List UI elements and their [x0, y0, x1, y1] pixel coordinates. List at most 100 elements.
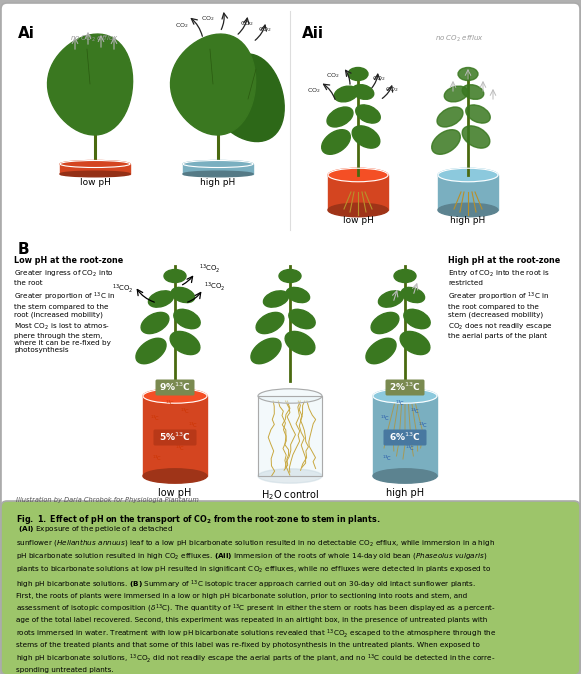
Text: CO$_2$: CO$_2$ — [175, 22, 188, 30]
Ellipse shape — [258, 389, 322, 403]
Ellipse shape — [164, 270, 186, 282]
Ellipse shape — [136, 338, 166, 364]
Ellipse shape — [458, 67, 478, 80]
Bar — [258, 396, 322, 476]
FancyBboxPatch shape — [1, 3, 580, 512]
Text: CO$_2$: CO$_2$ — [257, 26, 271, 34]
Bar — [373, 396, 437, 476]
Text: Most CO$_2$ is lost to atmos-
phere through the stem,
where it can be re-fixed b: Most CO$_2$ is lost to atmos- phere thro… — [14, 322, 111, 353]
Ellipse shape — [334, 86, 358, 102]
Text: high pH: high pH — [450, 216, 486, 225]
Text: 5%$^{13}$C: 5%$^{13}$C — [159, 431, 191, 443]
Ellipse shape — [258, 469, 322, 483]
Ellipse shape — [174, 309, 200, 329]
Text: $^{13}$CO$_2$: $^{13}$CO$_2$ — [204, 280, 226, 293]
Text: $^{13}$CO$_2$: $^{13}$CO$_2$ — [199, 262, 221, 275]
Ellipse shape — [348, 67, 368, 80]
Text: CO$_2$: CO$_2$ — [307, 86, 321, 95]
Ellipse shape — [263, 290, 289, 307]
Text: $^{13}$C: $^{13}$C — [180, 407, 190, 417]
Text: 6%$^{13}$C: 6%$^{13}$C — [389, 431, 421, 443]
Ellipse shape — [256, 312, 284, 334]
Ellipse shape — [183, 160, 253, 168]
Text: B: B — [18, 242, 30, 257]
Bar — [60, 164, 130, 174]
Text: $^{13}$C: $^{13}$C — [380, 414, 390, 423]
Ellipse shape — [328, 168, 388, 182]
FancyBboxPatch shape — [156, 379, 195, 396]
Ellipse shape — [322, 129, 350, 154]
Text: $\bf{Fig.\ 1.\ Effect\ of\ pH\ on\ the\ transport\ of\ CO_2\ from\ the\ root\mat: $\bf{Fig.\ 1.\ Effect\ of\ pH\ on\ the\ … — [16, 513, 381, 526]
Text: CO$_2$ does not readily escape
the aerial parts of the plant: CO$_2$ does not readily escape the aeria… — [448, 322, 553, 339]
Text: $^{13}$C: $^{13}$C — [405, 444, 415, 453]
Ellipse shape — [143, 469, 207, 483]
Ellipse shape — [251, 338, 281, 364]
Text: $^{13}$C: $^{13}$C — [150, 414, 160, 423]
Text: $^{13}$C: $^{13}$C — [382, 454, 392, 463]
Text: $^{13}$C: $^{13}$C — [175, 444, 185, 453]
FancyBboxPatch shape — [153, 429, 196, 446]
Text: Low pH at the root-zone: Low pH at the root-zone — [14, 256, 123, 265]
Ellipse shape — [400, 332, 430, 355]
Ellipse shape — [373, 469, 437, 483]
Ellipse shape — [462, 126, 490, 148]
Text: $^{13}$C: $^{13}$C — [152, 454, 162, 463]
Ellipse shape — [438, 168, 498, 182]
Bar — [258, 396, 322, 476]
Ellipse shape — [286, 287, 310, 303]
FancyBboxPatch shape — [386, 379, 425, 396]
Text: CO$_2$: CO$_2$ — [200, 15, 214, 24]
Text: no CO$_2$ efflux: no CO$_2$ efflux — [435, 34, 484, 44]
Ellipse shape — [143, 389, 207, 403]
Text: Entry of CO$_2$ into the root is
restricted: Entry of CO$_2$ into the root is restric… — [448, 269, 550, 286]
Text: $\bf{(Ai)}$ Exposure of the petiole of a detached
sunflower ($\it{Helianthus\ an: $\bf{(Ai)}$ Exposure of the petiole of a… — [16, 524, 497, 673]
Text: low pH: low pH — [343, 216, 374, 225]
Text: CO$_2$: CO$_2$ — [240, 19, 254, 28]
Ellipse shape — [401, 287, 425, 303]
Bar — [183, 164, 253, 174]
Text: $^{13}$C: $^{13}$C — [162, 431, 172, 440]
Ellipse shape — [148, 290, 174, 307]
Ellipse shape — [352, 85, 374, 99]
Bar — [143, 396, 207, 476]
Ellipse shape — [183, 171, 253, 177]
Text: CO$_2$: CO$_2$ — [326, 71, 339, 80]
Ellipse shape — [432, 129, 460, 154]
Text: Greater proportion of $^{13}$C in
the stem compared to the
root (increased mobil: Greater proportion of $^{13}$C in the st… — [14, 291, 116, 318]
Ellipse shape — [373, 389, 437, 403]
Ellipse shape — [462, 85, 484, 99]
Ellipse shape — [328, 204, 388, 217]
Text: $^{13}$C: $^{13}$C — [395, 399, 405, 408]
FancyBboxPatch shape — [1, 501, 580, 674]
Text: 9%$^{13}$C: 9%$^{13}$C — [159, 381, 191, 393]
Text: Illustration by Daria Chrobok for Physiologia Plantarum: Illustration by Daria Chrobok for Physio… — [16, 497, 199, 503]
Text: CO$_2$: CO$_2$ — [385, 85, 399, 94]
Ellipse shape — [60, 160, 130, 168]
Ellipse shape — [466, 105, 490, 123]
Text: Ai: Ai — [18, 26, 35, 41]
Text: $^{13}$C: $^{13}$C — [165, 399, 175, 408]
Text: high pH: high pH — [200, 178, 236, 187]
Ellipse shape — [141, 312, 169, 334]
Ellipse shape — [394, 270, 416, 282]
Ellipse shape — [437, 107, 463, 127]
Ellipse shape — [356, 105, 380, 123]
Ellipse shape — [352, 126, 380, 148]
Ellipse shape — [60, 171, 130, 177]
Ellipse shape — [444, 86, 468, 102]
Text: $^{13}$CO$_2$: $^{13}$CO$_2$ — [112, 282, 134, 295]
Text: Greater ingress of CO$_2$ into
the root: Greater ingress of CO$_2$ into the root — [14, 269, 114, 286]
Text: high pH: high pH — [386, 488, 424, 498]
Ellipse shape — [327, 107, 353, 127]
Text: Aii: Aii — [302, 26, 324, 41]
Text: CO$_2$: CO$_2$ — [372, 74, 386, 83]
Ellipse shape — [366, 338, 396, 364]
Polygon shape — [171, 34, 256, 135]
Ellipse shape — [171, 287, 195, 303]
Ellipse shape — [285, 332, 315, 355]
Ellipse shape — [404, 309, 430, 329]
Text: no CO$_2$ efflux: no CO$_2$ efflux — [70, 34, 119, 44]
Text: $^{13}$C: $^{13}$C — [188, 421, 198, 430]
Text: low pH: low pH — [158, 488, 192, 498]
Text: $^{13}$C: $^{13}$C — [410, 407, 420, 417]
